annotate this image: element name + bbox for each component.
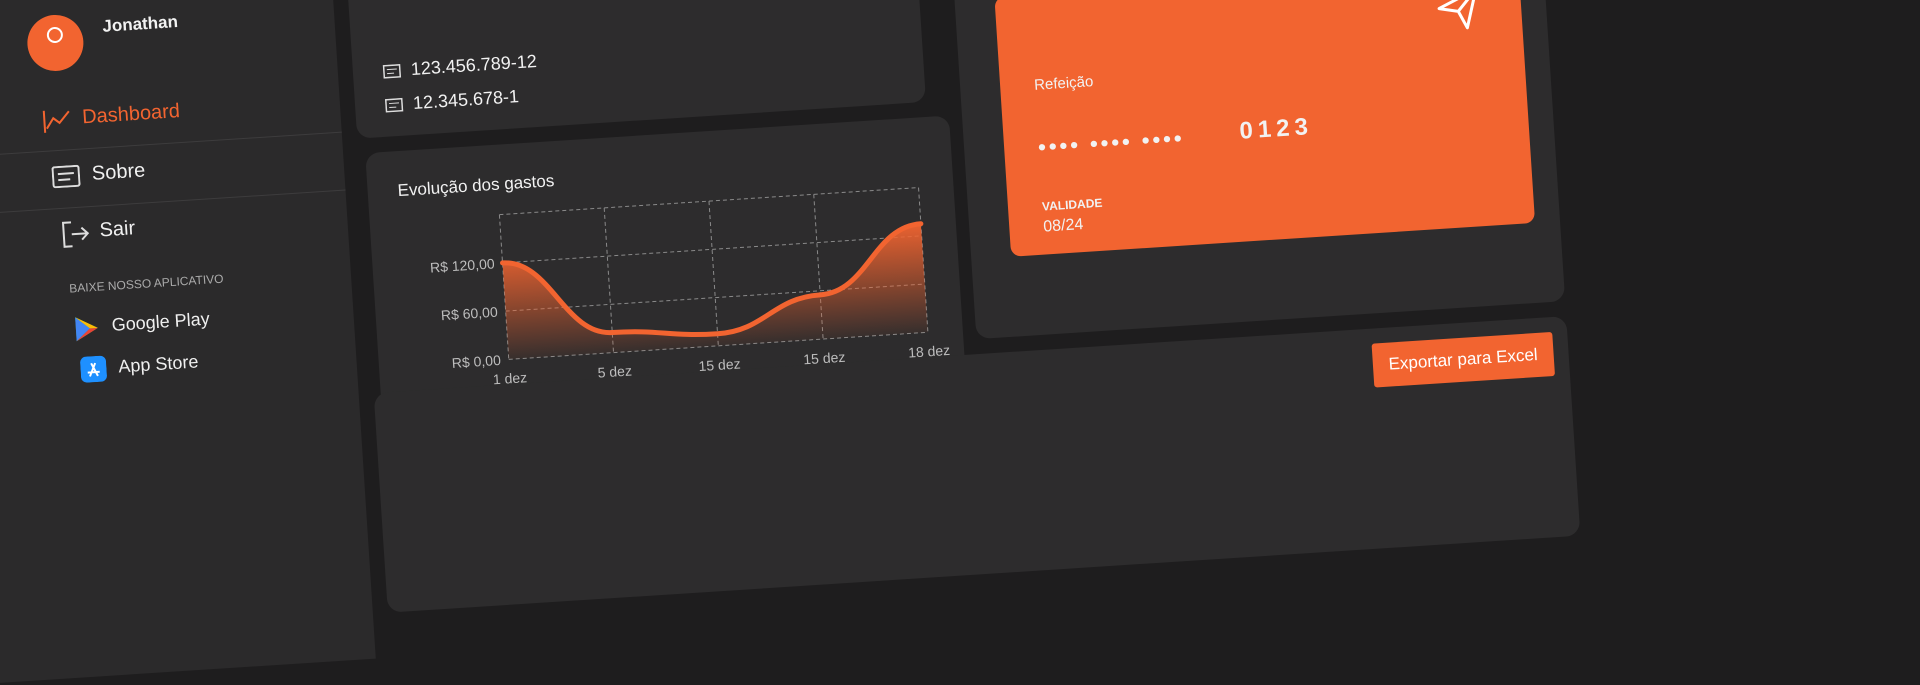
doc-icon <box>382 64 401 79</box>
send-icon <box>1435 0 1482 33</box>
y-tick-label: R$ 60,00 <box>440 304 498 324</box>
store-link[interactable]: Google Play <box>111 309 210 336</box>
validity-label: VALIDADE <box>1042 196 1103 214</box>
page: Jonathan Dashboard Sobre Sair BAIXE NOSS… <box>0 0 1920 480</box>
grid-line-vertical <box>709 201 718 346</box>
google-play-icon <box>73 314 101 344</box>
card-last-digits: 0123 <box>1239 113 1314 146</box>
screen: Jonathan Dashboard Sobre Sair BAIXE NOSS… <box>0 0 1920 625</box>
meal-card: Refeição •••• •••• •••• 0123 VALIDADE 08… <box>994 0 1535 257</box>
document-number: 123.456.789-12 <box>410 51 537 80</box>
dashboard-icon <box>42 107 74 135</box>
documents-card: 123.456.789-12 12.345.678-1 <box>347 0 926 139</box>
validity: 08/24 <box>1043 216 1084 237</box>
sidebar: Jonathan Dashboard Sobre Sair BAIXE NOSS… <box>0 0 376 685</box>
app-section-title: BAIXE NOSSO APLICATIVO <box>69 272 224 296</box>
avatar <box>24 11 88 75</box>
chart-title: Evolução dos gastos <box>397 171 555 200</box>
y-tick-label: R$ 120,00 <box>430 255 496 275</box>
sair-icon <box>61 219 91 249</box>
card-panel: Refeição •••• •••• •••• 0123 VALIDADE 08… <box>951 0 1566 339</box>
y-tick-label: R$ 0,00 <box>451 352 501 371</box>
menu-item[interactable]: Sair <box>99 217 136 242</box>
user-name: Jonathan <box>102 12 179 37</box>
store-link[interactable]: App Store <box>118 351 199 377</box>
card-masked: •••• •••• •••• <box>1037 125 1185 160</box>
export-button[interactable]: Exportar para Excel <box>1371 332 1555 388</box>
doc-icon <box>385 98 404 113</box>
grid-line <box>503 236 922 263</box>
menu-item[interactable]: Sobre <box>91 159 146 185</box>
app-store-icon <box>80 355 108 383</box>
document-number: 12.345.678-1 <box>412 86 519 114</box>
card-type: Refeição <box>1034 73 1094 94</box>
sobre-icon <box>51 165 80 189</box>
area <box>502 224 928 360</box>
menu-item[interactable]: Dashboard <box>82 100 181 129</box>
